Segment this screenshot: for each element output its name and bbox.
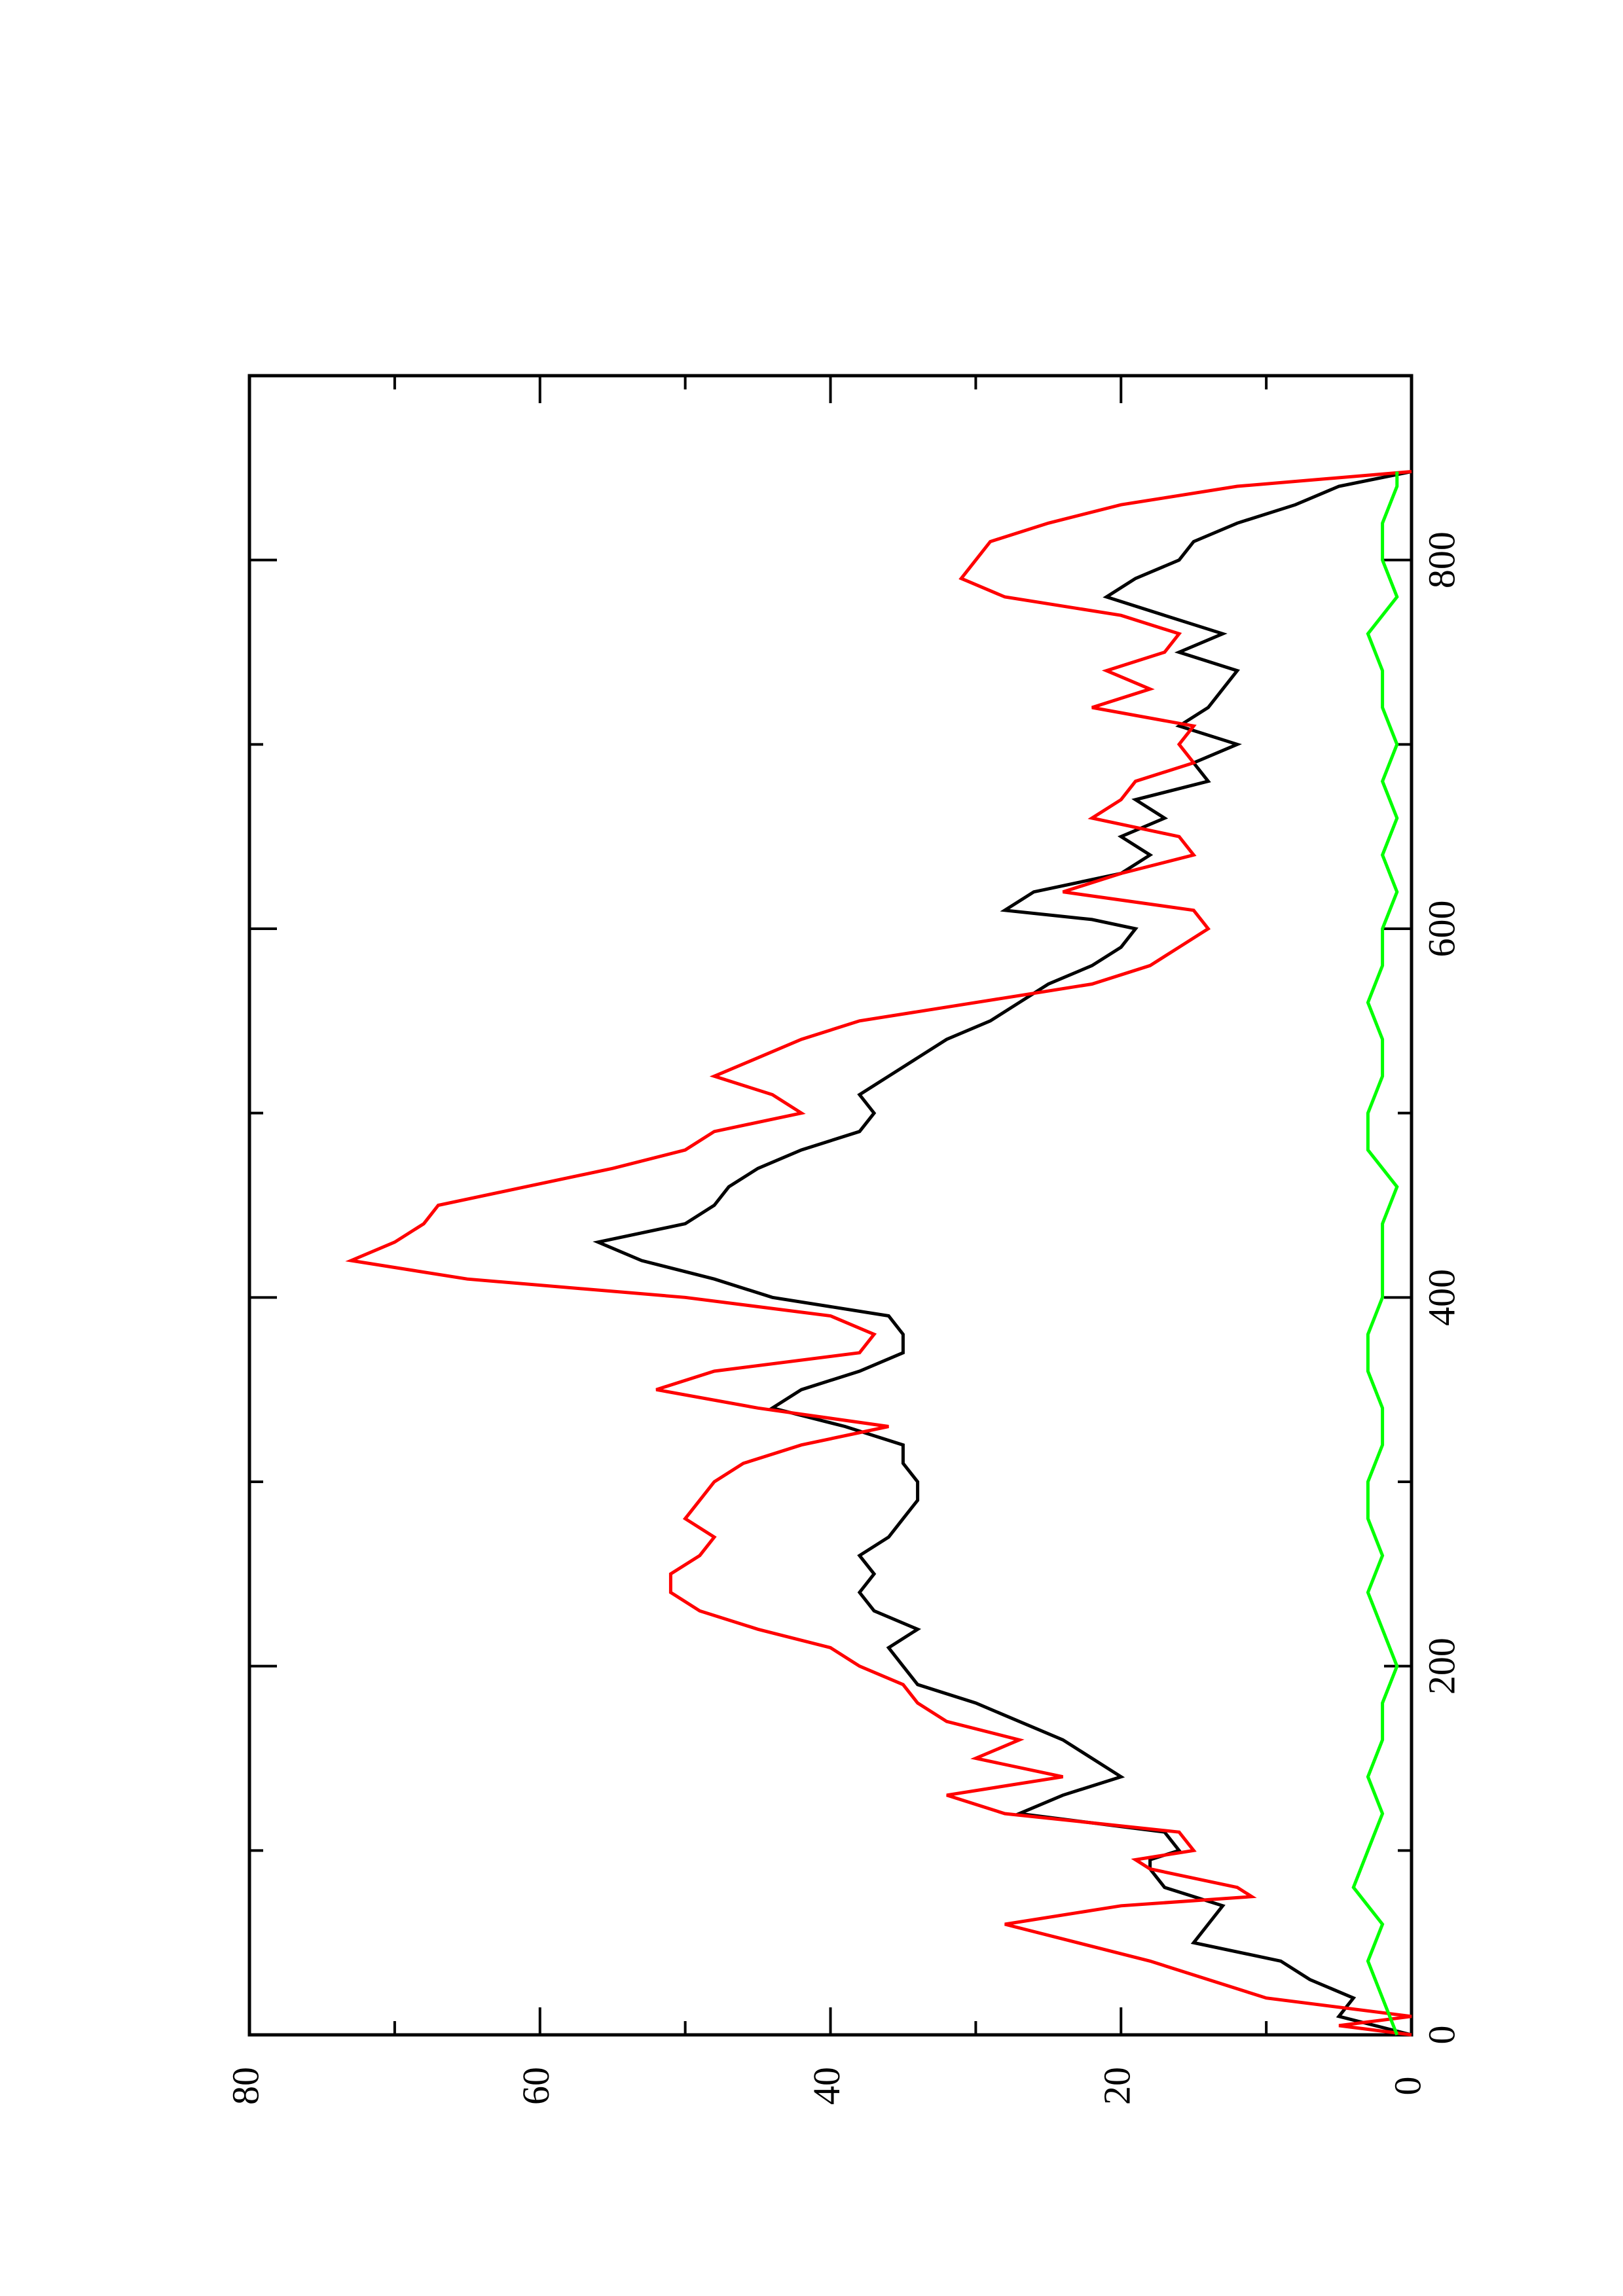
y-tick-label: 60 bbox=[515, 2067, 557, 2105]
y-tick-label: 40 bbox=[805, 2067, 848, 2105]
x-tick-label: 400 bbox=[1420, 1269, 1463, 1326]
plot-frame bbox=[247, 374, 1413, 2037]
x-tick-label: 0 bbox=[1420, 2026, 1463, 2045]
axis-ticks bbox=[248, 376, 1413, 2036]
data-series bbox=[345, 470, 1412, 2037]
x-tick-label: 600 bbox=[1420, 901, 1463, 958]
x-tick-label: 800 bbox=[1420, 531, 1463, 588]
axis-tick-labels: 0 200 400 600 800 0 20 40 60 80 bbox=[224, 531, 1463, 2105]
green-series-line bbox=[1351, 471, 1399, 2036]
y-tick-label: 80 bbox=[224, 2067, 266, 2105]
x-tick-label: 200 bbox=[1420, 1638, 1463, 1695]
y-tick-label: 0 bbox=[1386, 2077, 1429, 2096]
red-series-line bbox=[345, 470, 1412, 2037]
black-series-line bbox=[593, 470, 1412, 2037]
y-tick-label: 20 bbox=[1096, 2067, 1139, 2105]
